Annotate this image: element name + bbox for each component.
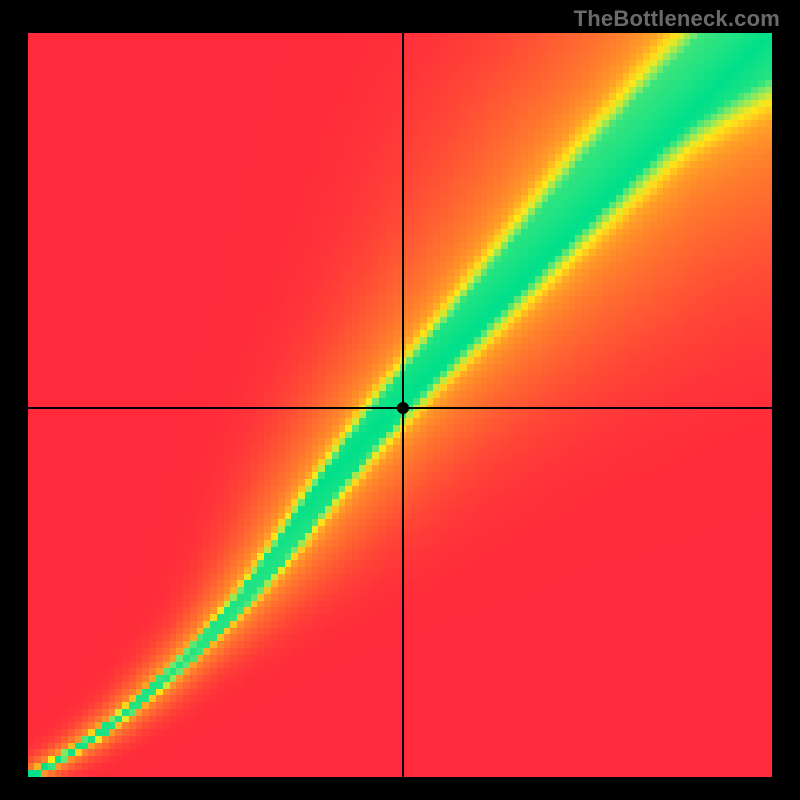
watermark-text: TheBottleneck.com <box>574 6 780 32</box>
chart-container: TheBottleneck.com <box>0 0 800 800</box>
